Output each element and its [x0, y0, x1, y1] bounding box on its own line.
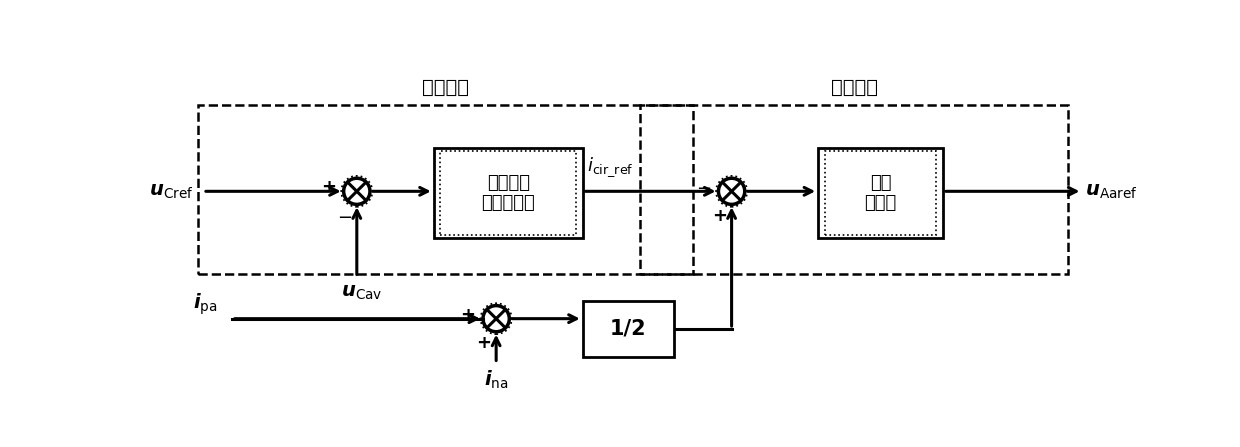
- Text: $\boldsymbol{i}_{\mathrm{pa}}$: $\boldsymbol{i}_{\mathrm{pa}}$: [193, 291, 218, 317]
- Text: +: +: [712, 207, 727, 225]
- Text: 电流内环: 电流内环: [831, 78, 878, 97]
- FancyBboxPatch shape: [818, 148, 942, 238]
- Text: $-$: $-$: [337, 207, 352, 225]
- Text: 1/2: 1/2: [610, 319, 646, 339]
- Text: $\boldsymbol{u}_{\mathrm{Cref}}$: $\boldsymbol{u}_{\mathrm{Cref}}$: [149, 182, 193, 201]
- Text: +: +: [321, 178, 336, 196]
- Text: $\boldsymbol{i}_{\mathrm{na}}$: $\boldsymbol{i}_{\mathrm{na}}$: [484, 369, 508, 391]
- Text: $-$: $-$: [696, 178, 711, 196]
- Text: $i_{\mathrm{cir\_ref}}$: $i_{\mathrm{cir\_ref}}$: [588, 156, 634, 179]
- Text: +: +: [476, 334, 491, 353]
- Text: 平均电容
电压控制器: 平均电容 电压控制器: [481, 173, 534, 212]
- FancyBboxPatch shape: [440, 151, 575, 236]
- FancyBboxPatch shape: [583, 301, 675, 357]
- Text: 电压外环: 电压外环: [422, 78, 469, 97]
- FancyBboxPatch shape: [825, 151, 936, 236]
- Text: $\boldsymbol{u}_{\mathrm{Cav}}$: $\boldsymbol{u}_{\mathrm{Cav}}$: [341, 283, 382, 302]
- Text: $\boldsymbol{u}_{\mathrm{Aaref}}$: $\boldsymbol{u}_{\mathrm{Aaref}}$: [1085, 182, 1138, 201]
- Text: 环流
控制器: 环流 控制器: [864, 173, 897, 212]
- FancyBboxPatch shape: [434, 148, 583, 238]
- Text: +: +: [460, 306, 475, 324]
